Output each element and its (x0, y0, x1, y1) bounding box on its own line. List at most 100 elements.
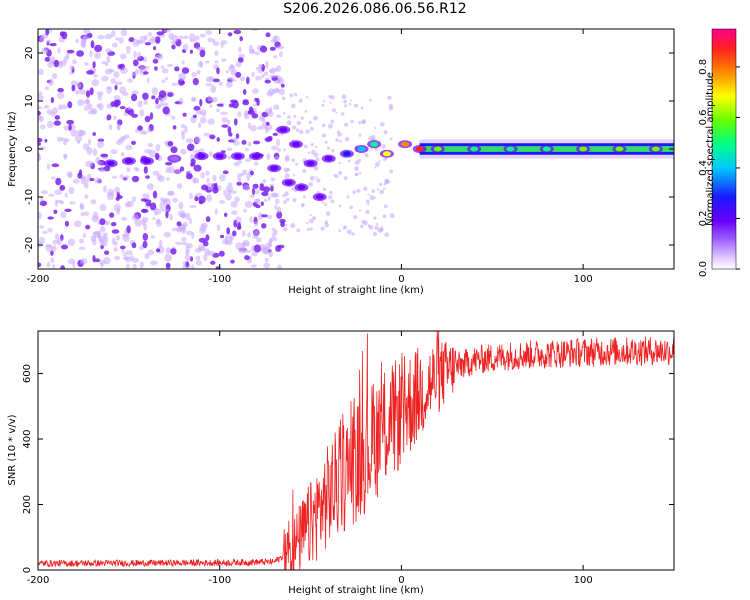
noise-speckle (247, 141, 252, 147)
noise-speckle (120, 29, 128, 37)
noise-speckle (72, 59, 77, 65)
noise-speckle (276, 211, 283, 219)
noise-speckle (200, 172, 206, 179)
noise-speckle (119, 245, 126, 250)
noise-speckle (40, 196, 44, 202)
noise-speckle (156, 218, 161, 225)
noise-speckle (101, 61, 108, 65)
y-tick-label: 400 (22, 429, 33, 448)
noise-speckle (57, 87, 64, 93)
noise-speckle (306, 96, 309, 99)
colorbar-tick-label: 0.2 (698, 211, 709, 227)
noise-speckle (223, 189, 227, 196)
x-tick-label: -100 (208, 575, 231, 586)
noise-speckle (329, 101, 332, 104)
noise-speckle (320, 226, 325, 231)
snr-x-label: Height of straight line (km) (288, 585, 424, 596)
noise-speckle (228, 103, 235, 108)
noise-speckle (125, 202, 131, 208)
noise-speckle (389, 169, 394, 174)
noise-speckle (233, 140, 240, 146)
noise-speckle (92, 255, 96, 263)
y-tick-label: 20 (24, 47, 35, 60)
noise-speckle (295, 128, 300, 132)
noise-speckle (282, 111, 286, 115)
colorbar-tick-label: 0.6 (698, 109, 709, 125)
noise-speckle (125, 144, 133, 151)
noise-speckle (60, 244, 69, 250)
noise-speckle (106, 86, 112, 90)
noise-speckle (221, 124, 229, 128)
noise-speckle (67, 101, 73, 109)
noise-speckle (253, 229, 259, 237)
noise-speckle (378, 182, 383, 187)
noise-speckle (213, 41, 220, 47)
noise-speckle (361, 119, 367, 124)
noise-speckle (71, 84, 76, 92)
noise-speckle (321, 201, 325, 204)
noise-speckle (285, 197, 290, 202)
noise-speckle (79, 238, 84, 244)
noise-speckle (305, 129, 311, 134)
noise-speckle (147, 183, 154, 191)
noise-speckle (57, 47, 61, 54)
noise-speckle (254, 221, 259, 227)
noise-speckle (38, 138, 43, 143)
noise-speckle (46, 261, 51, 268)
x-tick-label: -100 (208, 274, 231, 285)
noise-speckle (325, 211, 331, 216)
noise-speckle (151, 95, 156, 100)
noise-speckle (342, 225, 347, 230)
noise-speckle (150, 235, 155, 239)
noise-speckle (150, 36, 157, 41)
noise-speckle (46, 109, 53, 115)
y-tick-label: 200 (22, 495, 33, 514)
noise-speckle (54, 233, 60, 240)
noise-speckle (106, 55, 111, 64)
noise-speckle (144, 115, 151, 123)
noise-speckle (96, 103, 101, 109)
noise-speckle (360, 106, 364, 110)
noise-speckle (216, 67, 220, 75)
noise-speckle (265, 121, 270, 126)
noise-speckle (313, 115, 318, 121)
noise-speckle (161, 79, 166, 83)
noise-speckle (94, 177, 102, 184)
noise-speckle (126, 225, 131, 234)
noise-speckle (192, 114, 197, 119)
noise-speckle (265, 60, 269, 69)
noise-speckle (249, 216, 253, 223)
noise-speckle (264, 257, 269, 263)
noise-speckle (49, 43, 57, 47)
noise-speckle (60, 104, 68, 110)
noise-speckle (247, 122, 252, 129)
noise-speckle (156, 248, 161, 253)
noise-speckle (79, 89, 87, 95)
noise-speckle (206, 194, 213, 202)
noise-speckle (168, 166, 175, 174)
noise-speckle (272, 132, 278, 136)
noise-speckle (249, 170, 254, 176)
noise-speckle (292, 125, 297, 130)
noise-speckle (192, 177, 200, 184)
noise-speckle (237, 222, 241, 229)
noise-speckle (152, 217, 156, 220)
noise-speckle (97, 140, 105, 149)
noise-speckle (141, 216, 149, 223)
noise-speckle (267, 135, 273, 141)
noise-speckle (55, 199, 63, 204)
noise-speckle (264, 71, 268, 76)
noise-speckle (50, 97, 55, 104)
noise-speckle (83, 29, 91, 35)
noise-speckle (39, 225, 44, 229)
noise-speckle (275, 245, 282, 252)
spectrogram-x-label: Height of straight line (km) (288, 285, 424, 296)
noise-speckle (374, 196, 377, 199)
noise-speckle (294, 92, 298, 97)
noise-speckle (151, 87, 158, 95)
colorbar: 0.0 0.2 0.4 0.6 0.8 Normalized spectral ampl… (698, 28, 740, 277)
noise-speckle (47, 228, 53, 233)
noise-speckle (39, 36, 45, 43)
noise-speckle (379, 189, 385, 195)
noise-speckle (197, 244, 205, 251)
